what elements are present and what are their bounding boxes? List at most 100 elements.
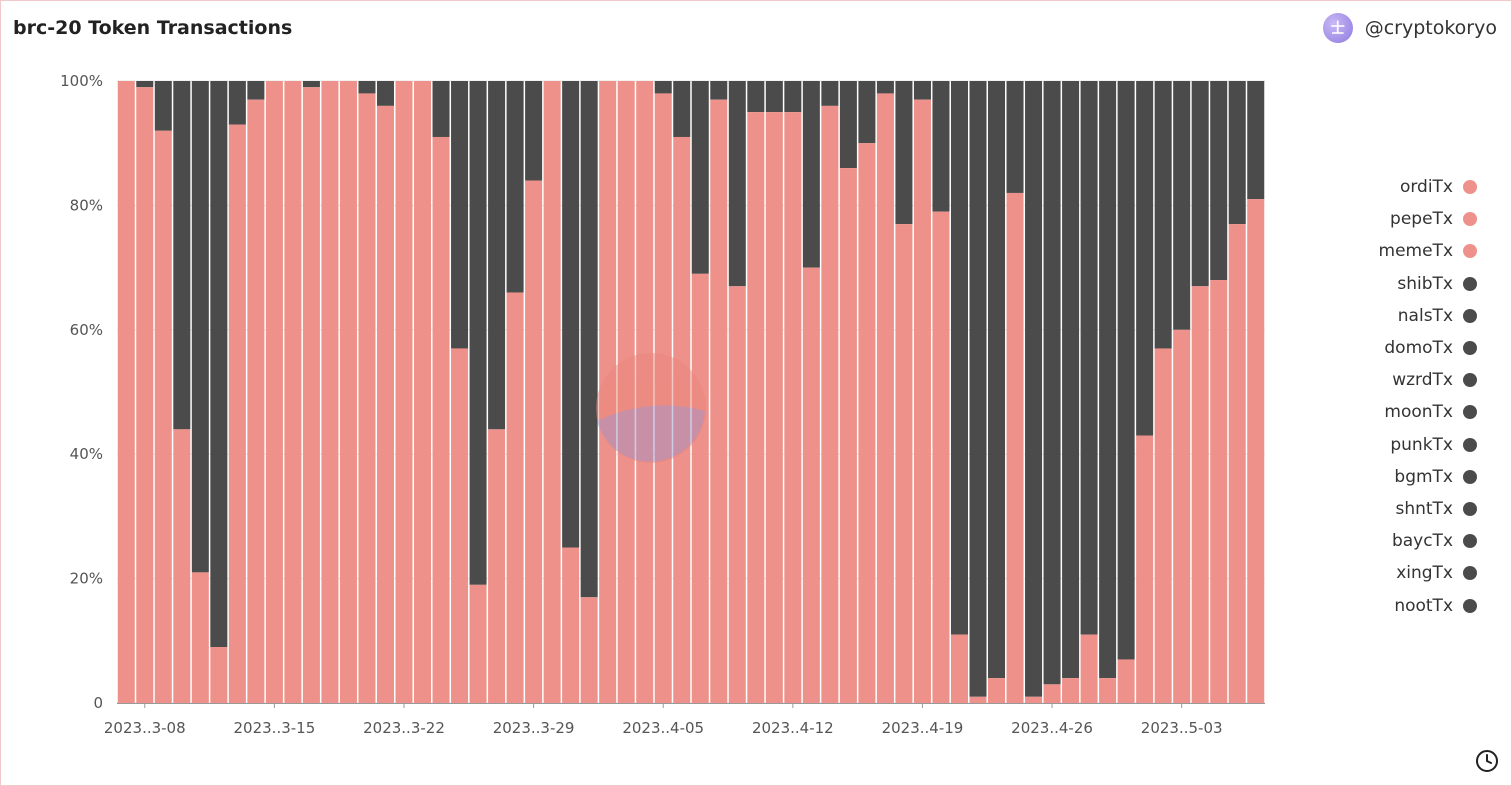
stacked-bar-chart: 0 20% 40% 60% 80% 100% 2023..3-08 2023..3-15 202… xyxy=(60,72,1265,737)
y-tick-label: 100% xyxy=(60,72,103,90)
bar-segment-orditx xyxy=(636,81,654,703)
bar-segment-orditx xyxy=(154,130,172,703)
bar-segment-orditx xyxy=(414,81,432,703)
bar-segment-orditx xyxy=(247,99,265,703)
legend-item-noottx[interactable]: nootTx xyxy=(1394,589,1477,621)
bar-segment-orditx xyxy=(562,547,580,703)
bar-segment-orditx xyxy=(821,105,839,703)
bar-segment-orditx xyxy=(339,81,357,703)
bar-segment-orditx xyxy=(469,584,487,703)
author-badge[interactable]: 士 @cryptokoryo xyxy=(1322,13,1497,43)
legend-swatch-icon xyxy=(1463,598,1477,613)
bar-segment-other xyxy=(969,81,987,697)
legend-label: memeTx xyxy=(1378,241,1453,262)
bar-segment-other xyxy=(988,81,1006,679)
bar-segment-other xyxy=(1191,81,1209,287)
bar-segment-orditx xyxy=(228,124,246,704)
bar-segment-orditx xyxy=(506,292,524,703)
bar-segment-orditx xyxy=(895,224,913,703)
bar-segment-other xyxy=(691,81,709,274)
bar-segment-other xyxy=(654,81,672,94)
x-tick-label: 2023..5-03 xyxy=(1141,719,1223,737)
bar-segment-other xyxy=(876,81,894,94)
avatar[interactable]: 士 xyxy=(1322,13,1353,43)
bar-segment-other xyxy=(765,81,783,113)
bar-segment-orditx xyxy=(173,429,191,703)
bar-segment-orditx xyxy=(1025,696,1043,703)
y-tick-label: 60% xyxy=(70,321,103,339)
bar-segment-orditx xyxy=(117,81,135,703)
y-tick-label: 40% xyxy=(70,445,103,463)
clock-icon[interactable] xyxy=(1475,749,1499,773)
bar-segment-other xyxy=(858,81,876,144)
legend-item-memetx[interactable]: memeTx xyxy=(1379,235,1477,267)
legend-swatch-icon xyxy=(1463,437,1477,452)
bar-segment-orditx xyxy=(747,112,765,704)
legend-swatch-icon xyxy=(1463,212,1477,227)
bar-segment-orditx xyxy=(1006,192,1024,703)
dune-logo-icon xyxy=(596,353,706,463)
bar-segment-orditx xyxy=(802,267,820,703)
legend-item-domotx[interactable]: domoTx xyxy=(1384,332,1477,364)
legend-item-punktx[interactable]: punkTx xyxy=(1390,429,1477,461)
legend-item-pepetx[interactable]: pepeTx xyxy=(1390,203,1477,235)
bar-segment-orditx xyxy=(728,286,746,703)
bar-segment-other xyxy=(228,81,246,125)
bar-segment-orditx xyxy=(488,429,506,703)
legend-swatch-icon xyxy=(1463,276,1477,291)
bar-segment-orditx xyxy=(1043,684,1061,703)
legend-swatch-icon xyxy=(1463,308,1477,323)
bar-segment-orditx xyxy=(1099,678,1117,703)
bar-segment-orditx xyxy=(654,93,672,703)
bar-segment-orditx xyxy=(376,105,394,703)
bar-segment-other xyxy=(1136,81,1154,436)
legend-swatch-icon xyxy=(1463,341,1477,356)
bar-segment-orditx xyxy=(1154,348,1172,703)
legend-swatch-icon xyxy=(1463,180,1477,195)
legend-label: ordiTx xyxy=(1399,177,1453,198)
legend-label: bgmTx xyxy=(1394,466,1453,487)
bar-segment-other xyxy=(432,81,450,137)
bar-segment-orditx xyxy=(1062,678,1080,703)
bar-segment-other xyxy=(488,81,506,430)
bar-segment-orditx xyxy=(988,678,1006,703)
bar-segment-orditx xyxy=(876,93,894,703)
x-tick-label: 2023..4-12 xyxy=(752,719,834,737)
bar-segment-orditx xyxy=(617,81,635,703)
bar-segment-other xyxy=(895,81,913,225)
bar-segment-other xyxy=(136,81,154,88)
bar-segment-other xyxy=(191,81,209,573)
legend-item-shnttx[interactable]: shntTx xyxy=(1395,493,1477,525)
legend-item-nalstx[interactable]: nalsTx xyxy=(1398,300,1477,332)
chart-title: brc-20 Token Transactions xyxy=(13,17,293,39)
legend-item-xingtx[interactable]: xingTx xyxy=(1396,557,1477,589)
legend-item-bgmtx[interactable]: bgmTx xyxy=(1394,461,1477,493)
dune-watermark xyxy=(596,353,706,463)
legend-label: pepeTx xyxy=(1390,209,1453,230)
legend-item-moontx[interactable]: moonTx xyxy=(1384,396,1477,428)
author-handle[interactable]: @cryptokoryo xyxy=(1364,17,1497,39)
bar-segment-orditx xyxy=(302,87,320,704)
y-tick-label: 0 xyxy=(93,694,103,712)
legend-label: xingTx xyxy=(1396,563,1453,584)
legend-item-orditx[interactable]: ordiTx xyxy=(1400,171,1477,203)
legend-item-wzrdtx[interactable]: wzrdTx xyxy=(1392,364,1477,396)
legend-label: punkTx xyxy=(1390,434,1453,455)
x-tick-label: 2023..4-26 xyxy=(1011,719,1093,737)
bar-segment-other xyxy=(247,81,265,100)
legend-item-bayctx[interactable]: baycTx xyxy=(1392,525,1477,557)
bar-segment-orditx xyxy=(913,99,931,703)
bar-segment-other xyxy=(1154,81,1172,349)
bar-segment-other xyxy=(1080,81,1098,635)
x-tick-label: 2023..3-08 xyxy=(104,719,186,737)
bar-segment-other xyxy=(747,81,765,113)
dune-logo-lower xyxy=(597,405,705,462)
bar-segment-other xyxy=(1228,81,1246,225)
bar-segment-other xyxy=(1099,81,1117,679)
bar-segment-orditx xyxy=(932,211,950,703)
bar-segment-other xyxy=(839,81,857,169)
legend-swatch-icon xyxy=(1463,405,1477,420)
legend-label: moonTx xyxy=(1384,402,1453,423)
legend-item-shibtx[interactable]: shibTx xyxy=(1397,268,1477,300)
